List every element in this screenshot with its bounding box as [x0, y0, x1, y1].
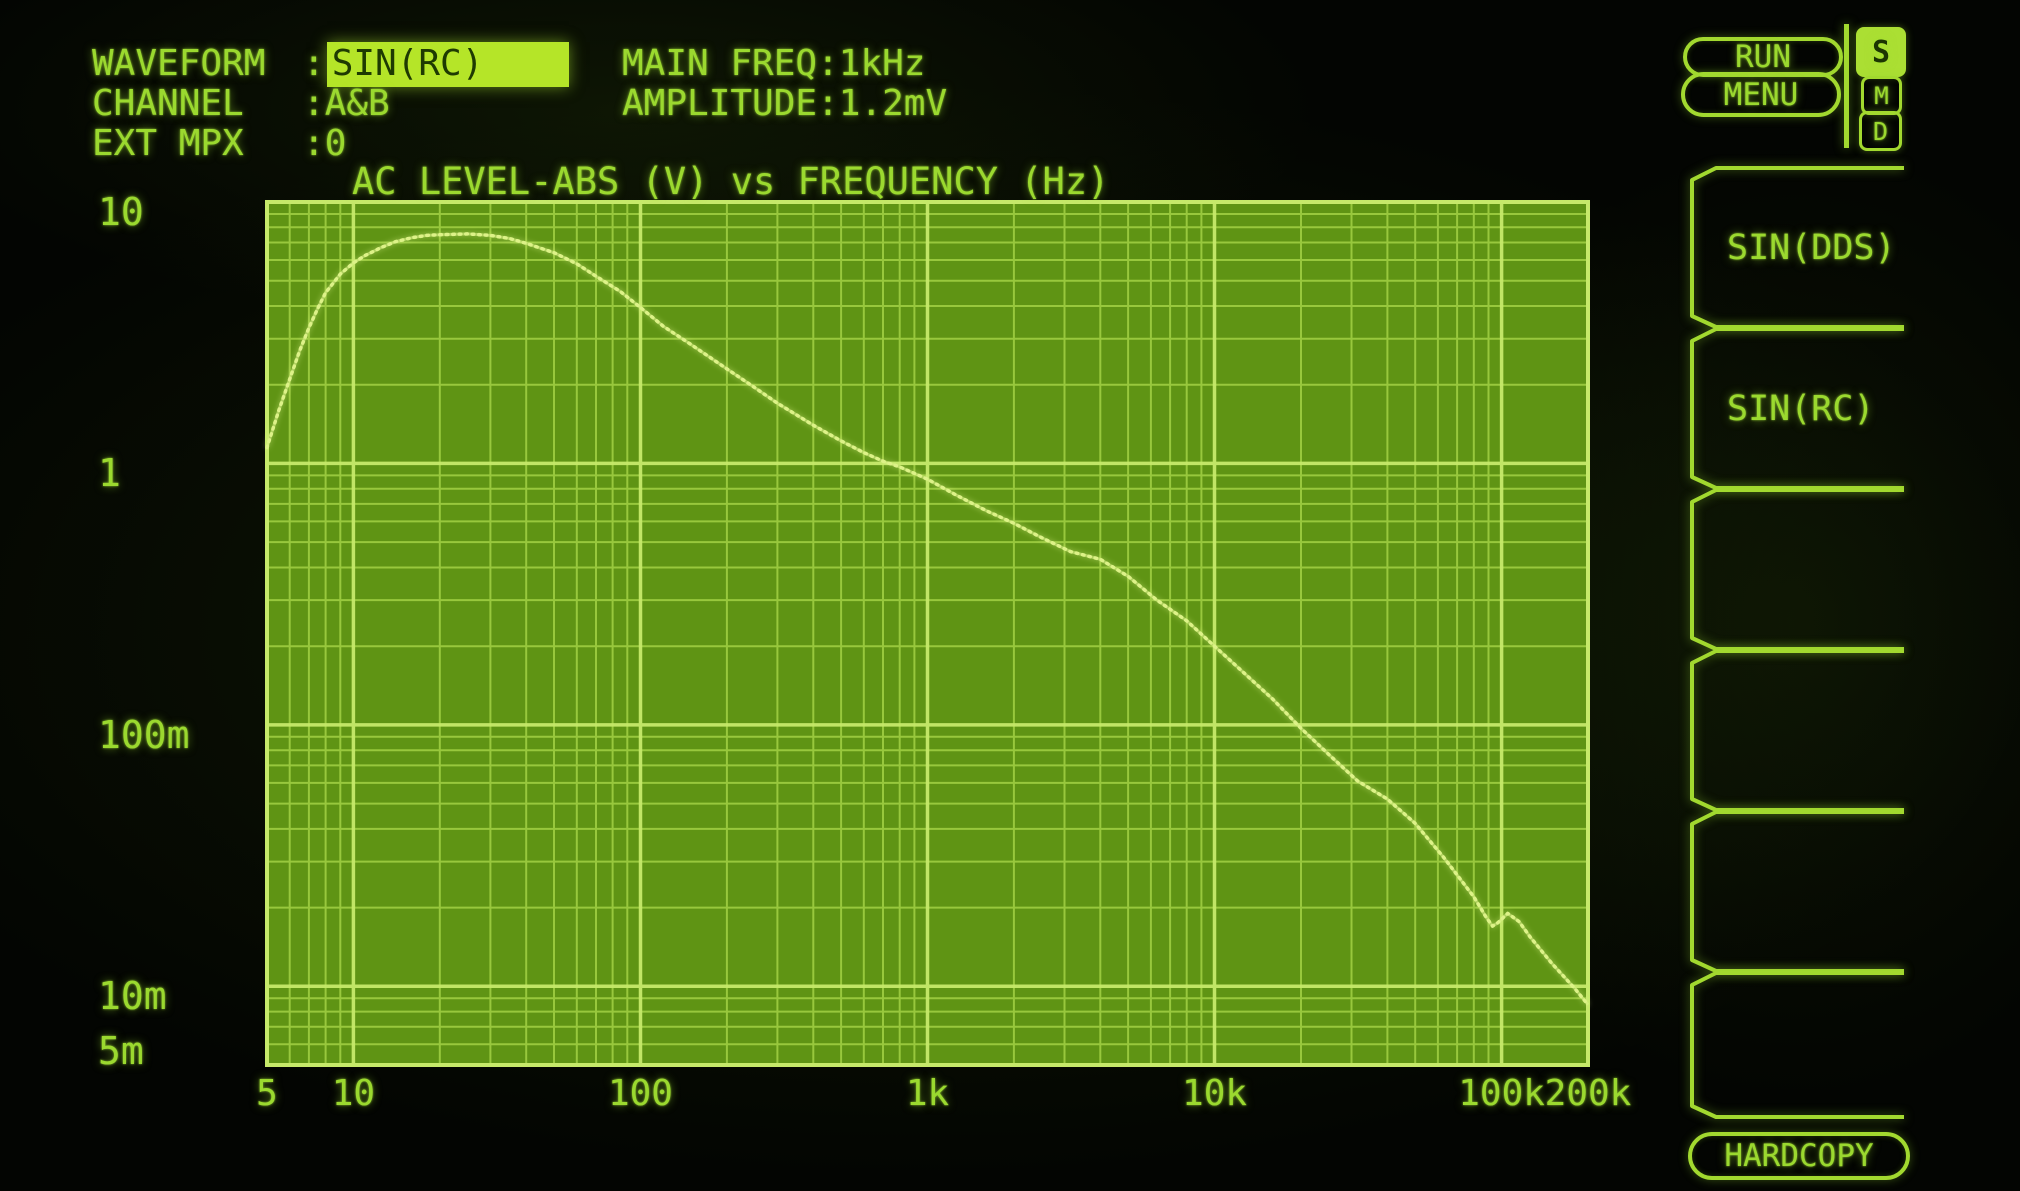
param-row-ext-mpx: EXT MPX:0 — [92, 124, 346, 164]
softkey-label: SIN(RC) — [1727, 388, 1875, 429]
colon: : — [303, 43, 325, 84]
amplitude-label: AMPLITUDE — [622, 83, 818, 124]
param-row-channel: CHANNEL:A&B — [92, 84, 390, 124]
x-tick-label: 10k — [1182, 1073, 1248, 1114]
status-badge-s: S — [1856, 27, 1906, 77]
channel-label: CHANNEL — [92, 83, 244, 124]
softkey-blank-6[interactable] — [1686, 969, 1910, 1121]
hardcopy-button[interactable]: HARDCOPY — [1688, 1132, 1910, 1180]
softkey-blank-5[interactable] — [1686, 808, 1910, 975]
x-tick-label: 100k — [1458, 1073, 1545, 1114]
run-button-label: RUN — [1735, 39, 1791, 75]
param-row-amplitude: AMPLITUDE:1.2mV — [622, 84, 947, 124]
channel-value: A&B — [324, 83, 390, 124]
softkey-outline — [1690, 649, 1904, 812]
chart-title: AC LEVEL-ABS (V) vs FREQUENCY (Hz) — [352, 160, 1110, 203]
status-badge-m: M — [1861, 76, 1902, 115]
separator-line — [1844, 24, 1849, 148]
y-tick-label: 10m — [98, 974, 167, 1019]
x-tick-label: 200k — [1544, 1073, 1632, 1114]
softkey-sin-rc[interactable]: SIN(RC) — [1686, 325, 1910, 492]
colon: : — [817, 43, 839, 84]
ext-mpx-label: EXT MPX — [92, 123, 244, 164]
y-tick-label: 5m — [98, 1029, 144, 1073]
waveform-value-highlighted: SIN(RC) — [326, 42, 570, 87]
colon: : — [817, 83, 839, 124]
hardcopy-button-label: HARDCOPY — [1724, 1138, 1874, 1174]
menu-button[interactable]: MENU — [1681, 72, 1841, 117]
softkey-outline — [1690, 971, 1904, 1119]
softkey-outline — [1690, 810, 1904, 973]
colon: : — [303, 83, 325, 124]
amplitude-value: 1.2mV — [838, 83, 948, 124]
softkey-outline — [1690, 488, 1904, 651]
main-freq-value: 1kHz — [838, 43, 926, 84]
waveform-label: WAVEFORM — [92, 43, 266, 84]
softkey-label: SIN(DDS) — [1727, 227, 1896, 268]
x-tick-label: 10 — [331, 1073, 376, 1114]
param-row-waveform: WAVEFORM: SIN(RC) — [92, 42, 570, 87]
y-tick-label: 100m — [98, 712, 190, 757]
softkey-blank-3[interactable] — [1686, 486, 1910, 653]
x-tick-label: 1k — [905, 1073, 950, 1114]
main-freq-label: MAIN FREQ — [622, 43, 818, 84]
run-button[interactable]: RUN — [1683, 37, 1843, 77]
x-tick-label: 5 — [256, 1073, 278, 1114]
y-tick-label: 10 — [98, 190, 144, 234]
softkey-blank-4[interactable] — [1686, 647, 1910, 814]
menu-button-label: MENU — [1723, 76, 1799, 113]
x-tick-label: 100 — [607, 1073, 673, 1114]
softkey-sin-dds[interactable]: SIN(DDS) — [1686, 164, 1910, 331]
status-badge-d: D — [1859, 111, 1902, 151]
ext-mpx-value: 0 — [324, 123, 347, 164]
colon: : — [303, 123, 325, 164]
y-tick-label: 1 — [98, 451, 121, 496]
param-row-main-freq: MAIN FREQ:1kHz — [622, 44, 925, 84]
